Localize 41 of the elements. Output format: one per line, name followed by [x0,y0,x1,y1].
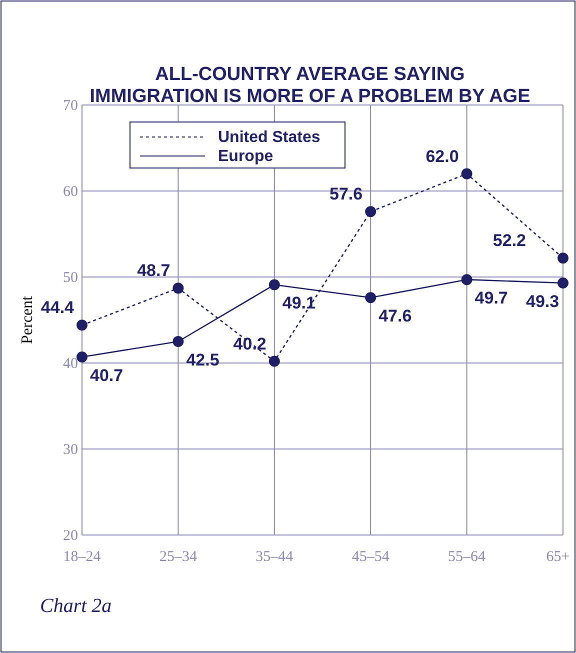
x-tick-label: 45–54 [352,549,390,565]
point [172,336,184,347]
point [365,206,376,218]
y-tick-label: 50 [63,270,78,286]
data-label: 47.6 [378,306,412,326]
caption: Chart 2a [40,595,112,617]
point [461,274,472,286]
data-label: 62.0 [426,146,459,166]
point [172,282,184,294]
data-label: 57.6 [330,184,363,204]
data-label: 49.1 [282,294,316,313]
point [365,292,376,304]
data-label: 48.7 [137,261,170,280]
legend-label: United States [218,129,320,146]
data-label: 49.7 [474,288,508,308]
point [76,351,88,362]
x-tick-label: 18–24 [63,549,102,565]
y-tick-label: 30 [63,442,78,458]
point [76,320,88,331]
point [558,252,568,264]
y-tick-label: 70 [63,98,78,114]
data-label: 40.7 [90,366,124,385]
data-label: 40.2 [233,334,266,354]
y-tick-label: 40 [63,356,78,372]
x-tick-label: 65+ [546,549,570,565]
y-tick-label: 60 [63,184,78,200]
point [461,168,472,180]
x-tick-label: 35–44 [256,549,294,565]
data-label: 42.5 [186,350,220,370]
legend-label: Europe [218,148,274,165]
data-label: 44.4 [40,298,75,318]
point [558,278,568,289]
x-tick-label: 25–34 [159,549,198,565]
y-tick-label: 20 [63,528,78,544]
data-label: 52.2 [492,231,526,250]
point [268,279,280,290]
point [268,356,280,367]
y-axis-title: Percent [19,295,36,344]
data-label: 49.3 [526,292,560,312]
chart-title: ALL-COUNTRY AVERAGE SAYING IMMIGRATION IS MORE OF A PROBLEM BY AGE [90,64,530,107]
x-tick-label: 55–64 [448,549,486,565]
